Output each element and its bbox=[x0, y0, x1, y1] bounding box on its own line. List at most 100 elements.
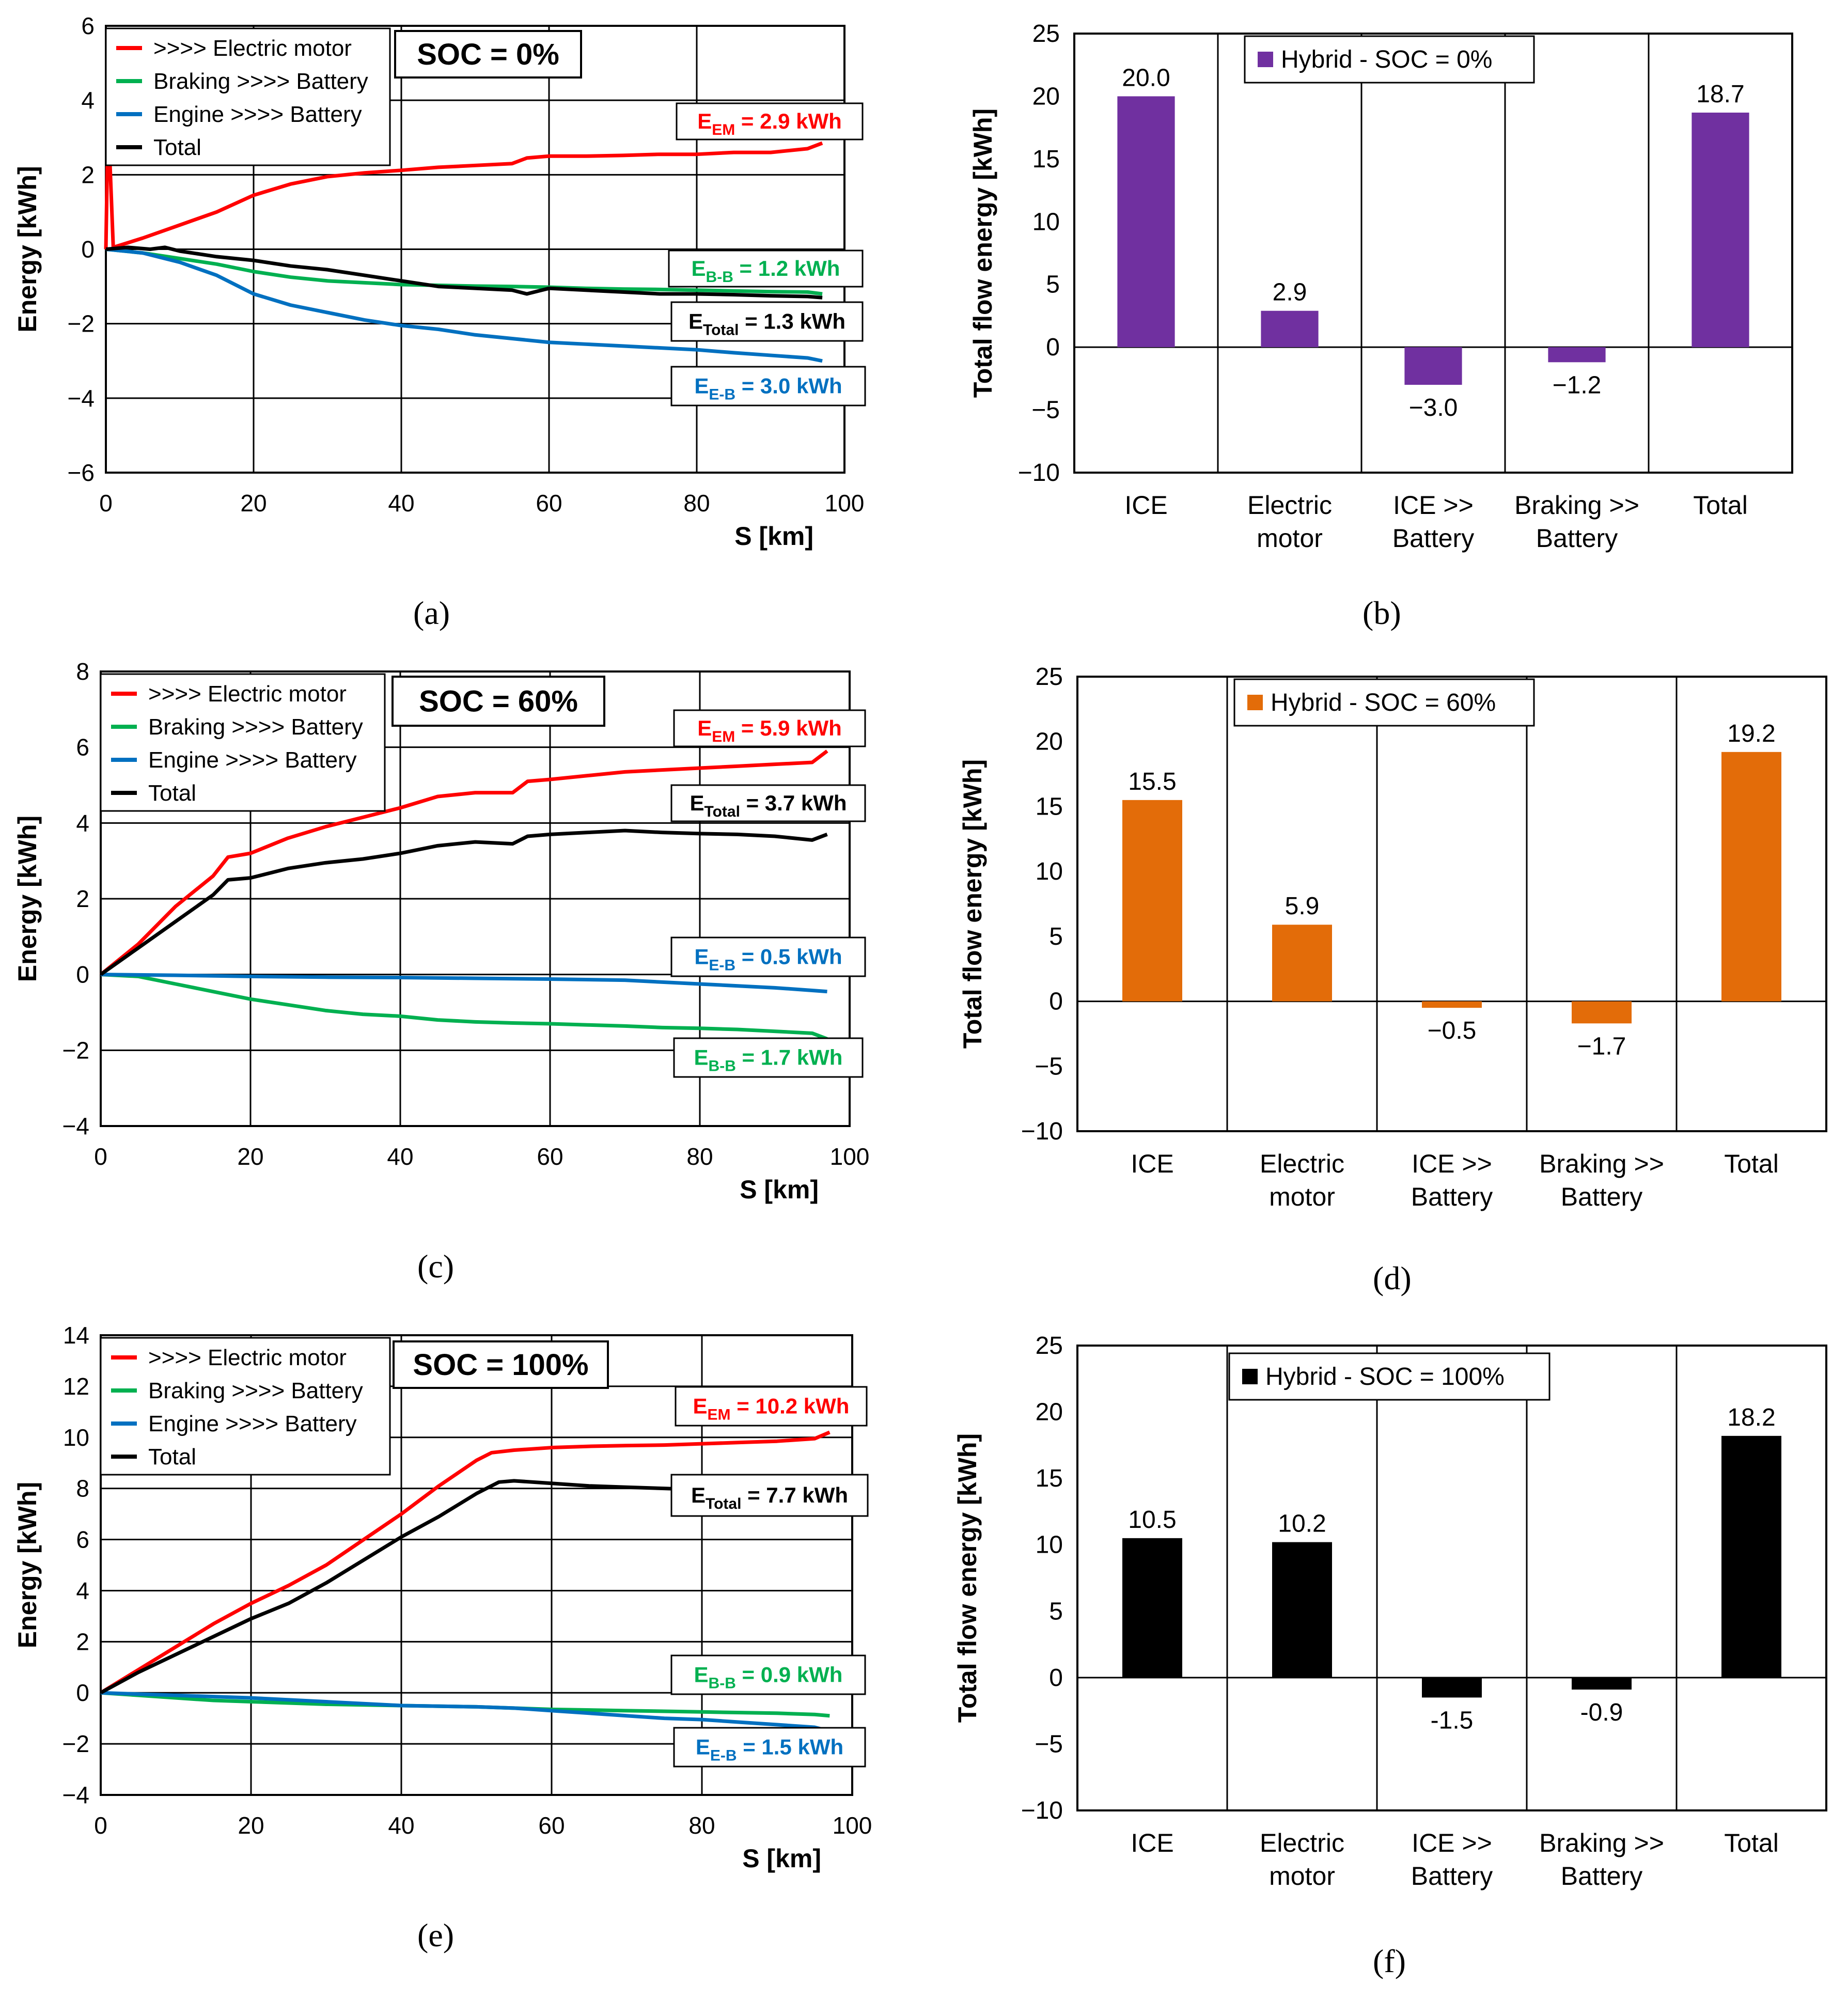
legend-label: Engine >>>> Battery bbox=[148, 747, 357, 773]
chart-panel-e: 0 20 40 60 80 100 −4 −2 0 2 4 6 8 10 12 14 S [km] Energy … bbox=[0, 1317, 909, 1875]
chart-panel-f: −10 −5 0 5 10 15 20 25 Total flow energy [kWh] 10… bbox=[935, 1317, 1848, 1937]
data-label: 19.2 bbox=[1727, 720, 1775, 747]
y-tick-label: −4 bbox=[62, 1782, 89, 1808]
annotation-label: EEM = 5.9 kWh bbox=[697, 716, 842, 745]
y-tick-label: 0 bbox=[1046, 334, 1060, 361]
caption-f: (f) bbox=[1373, 1943, 1406, 1979]
bar-2 bbox=[1404, 347, 1462, 385]
data-label: −0.5 bbox=[1428, 1017, 1477, 1044]
y-axis-label: Energy [kWh] bbox=[13, 1482, 42, 1648]
data-label: -0.9 bbox=[1580, 1699, 1623, 1726]
category-label: motor bbox=[1257, 524, 1323, 553]
data-label: 20.0 bbox=[1122, 64, 1170, 91]
y-tick-label: 25 bbox=[1036, 663, 1063, 691]
y-tick-label: −10 bbox=[1021, 1797, 1063, 1824]
caption-a: (a) bbox=[413, 595, 450, 631]
category-label: motor bbox=[1269, 1182, 1335, 1211]
annotation-box bbox=[675, 1386, 868, 1427]
bar-chart-b: −10 −5 0 5 10 15 20 25 Total flow energy [kWh] 20… bbox=[968, 20, 1793, 553]
bar-0 bbox=[1122, 1538, 1182, 1678]
y-tick-label: 8 bbox=[76, 658, 89, 685]
y-tick-label: −10 bbox=[1021, 1118, 1063, 1145]
legend-swatch bbox=[1242, 1369, 1258, 1384]
category-label: motor bbox=[1269, 1862, 1335, 1890]
series-line-3 bbox=[99, 829, 828, 976]
y-tick-label: 5 bbox=[1046, 271, 1060, 299]
y-tick-label: 4 bbox=[76, 809, 89, 836]
y-tick-label: 10 bbox=[1036, 858, 1063, 885]
category-label: Total bbox=[1724, 1829, 1779, 1857]
legend-box bbox=[1233, 678, 1535, 727]
chart-title: SOC = 100% bbox=[413, 1348, 588, 1382]
x-tick-label: 60 bbox=[537, 1143, 563, 1170]
annotation-box bbox=[676, 102, 864, 140]
y-tick-label: −2 bbox=[62, 1037, 89, 1064]
annotation-box bbox=[673, 1037, 864, 1078]
chart-panel-a: 0 20 40 60 80 100 −6 −4 −2 0 2 4 6 S [km] Energy [kWh]… bbox=[0, 0, 909, 558]
annotation-box bbox=[670, 936, 866, 977]
x-tick-label: 40 bbox=[388, 1812, 414, 1839]
x-tick-label: 80 bbox=[688, 1812, 715, 1839]
y-tick-label: 10 bbox=[63, 1424, 89, 1451]
category-label: Braking >> bbox=[1539, 1829, 1664, 1857]
data-label: 5.9 bbox=[1285, 893, 1320, 920]
legend-swatch bbox=[1247, 695, 1263, 710]
y-tick-label: −5 bbox=[1035, 1053, 1063, 1080]
legend-label: Engine >>>> Battery bbox=[153, 102, 362, 127]
x-tick-label: 100 bbox=[825, 490, 865, 517]
bar-4 bbox=[1692, 113, 1749, 348]
y-tick-label: 25 bbox=[1036, 1332, 1063, 1360]
plot-area: 0 20 40 60 80 100 −6 −4 −2 0 2 4 6 S [km] Energy [kWh]… bbox=[13, 12, 866, 551]
x-tick-label: 80 bbox=[683, 490, 710, 517]
category-label: Total bbox=[1724, 1149, 1779, 1178]
y-tick-label: −2 bbox=[62, 1730, 89, 1757]
x-tick-label: 20 bbox=[237, 1143, 263, 1170]
y-axis-label: Total flow energy [kWh] bbox=[953, 1433, 982, 1723]
y-tick-label: 10 bbox=[1032, 208, 1060, 236]
y-tick-label: −6 bbox=[68, 459, 95, 486]
series-line-2 bbox=[105, 247, 823, 363]
bar-1 bbox=[1272, 925, 1332, 1002]
x-axis-label: S [km] bbox=[742, 1844, 821, 1873]
category-label: ICE >> bbox=[1412, 1829, 1492, 1857]
legend-label: Total bbox=[148, 1444, 196, 1470]
category-label: ICE bbox=[1131, 1829, 1173, 1857]
plot-area: −10 −5 0 5 10 15 20 25 Total flow energy [kWh] 10… bbox=[953, 1332, 1827, 1890]
annotation-box bbox=[670, 366, 866, 407]
annotation-label: EE-B = 1.5 kWh bbox=[696, 1735, 843, 1764]
category-label: ICE bbox=[1124, 491, 1167, 520]
data-label: 15.5 bbox=[1128, 768, 1176, 795]
bar-3 bbox=[1548, 347, 1606, 363]
legend-label: >>>> Electric motor bbox=[148, 681, 347, 707]
y-tick-label: 12 bbox=[63, 1373, 89, 1400]
category-label: Electric bbox=[1247, 491, 1332, 520]
annotation-label: EEM = 10.2 kWh bbox=[693, 1394, 850, 1424]
y-tick-label: 0 bbox=[76, 961, 89, 988]
y-tick-label: 4 bbox=[81, 87, 95, 114]
data-label: 2.9 bbox=[1273, 279, 1307, 306]
bar-4 bbox=[1721, 1435, 1781, 1678]
annotation-label: EB-B = 1.2 kWh bbox=[692, 256, 840, 286]
y-tick-label: 15 bbox=[1032, 146, 1060, 173]
bar-3 bbox=[1572, 1001, 1632, 1024]
y-tick-label: 0 bbox=[76, 1679, 89, 1706]
data-label: −1.7 bbox=[1577, 1033, 1626, 1060]
series-line-3 bbox=[105, 245, 823, 300]
legend-label: Total bbox=[153, 135, 201, 160]
category-label: Electric bbox=[1260, 1829, 1344, 1857]
plot-area: 0 20 40 60 80 100 −4 −2 0 2 4 6 8 S [km] Energy [kWh] >… bbox=[13, 658, 869, 1204]
x-tick-label: 0 bbox=[99, 490, 113, 517]
legend-box bbox=[100, 673, 386, 812]
y-tick-label: 15 bbox=[1036, 793, 1063, 820]
category-label: ICE >> bbox=[1393, 491, 1474, 520]
annotation-label: EB-B = 0.9 kWh bbox=[694, 1663, 843, 1692]
plot-frame bbox=[1076, 1345, 1827, 1811]
annotation-label: EEM = 2.9 kWh bbox=[697, 109, 842, 138]
data-label: -1.5 bbox=[1431, 1707, 1474, 1734]
category-label: Battery bbox=[1411, 1862, 1493, 1890]
series-line-1 bbox=[105, 247, 823, 296]
bar-4 bbox=[1721, 752, 1781, 1002]
caption-c: (c) bbox=[417, 1248, 455, 1285]
plot-frame bbox=[1073, 33, 1793, 474]
y-tick-label: −2 bbox=[68, 310, 95, 337]
